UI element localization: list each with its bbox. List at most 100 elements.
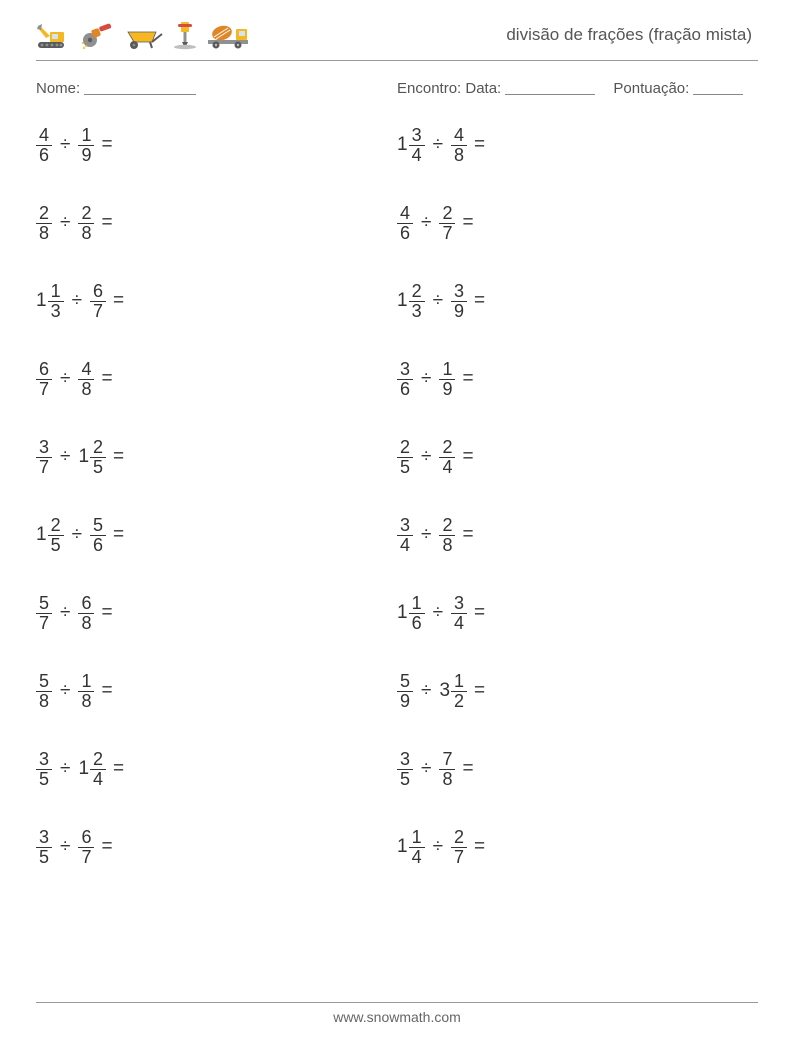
- fraction-numerator: 4: [397, 204, 413, 223]
- fraction-denominator: 4: [90, 770, 106, 789]
- fraction: 25: [90, 438, 106, 477]
- fraction-numerator: 1: [48, 282, 64, 301]
- date-label: Encontro: Data:: [397, 80, 501, 97]
- fraction: 27: [451, 828, 467, 867]
- equals-sign: =: [101, 134, 112, 156]
- fraction-numerator: 3: [397, 360, 413, 379]
- division-operator: ÷: [433, 290, 443, 312]
- fraction: 59: [397, 672, 413, 711]
- problem: 123÷39=: [397, 277, 758, 325]
- fraction: 34: [409, 126, 425, 165]
- fraction-numerator: 6: [90, 282, 106, 301]
- fraction-denominator: 9: [451, 302, 467, 321]
- division-operator: ÷: [60, 446, 70, 468]
- problem: 35÷78=: [397, 745, 758, 793]
- problem: 67÷48=: [36, 355, 397, 403]
- fraction-denominator: 8: [36, 692, 52, 711]
- problem: 36÷19=: [397, 355, 758, 403]
- fraction-numerator: 5: [36, 594, 52, 613]
- fraction-denominator: 6: [397, 224, 413, 243]
- worksheet-title: divisão de frações (fração mista): [506, 25, 758, 45]
- fraction: 37: [36, 438, 52, 477]
- fraction-numerator: 6: [78, 594, 94, 613]
- fraction-numerator: 3: [409, 126, 425, 145]
- fraction: 28: [439, 516, 455, 555]
- score-label: Pontuação:: [613, 80, 689, 97]
- fraction-numerator: 6: [36, 360, 52, 379]
- fraction-denominator: 6: [36, 146, 52, 165]
- meta-name: Nome:: [36, 79, 397, 97]
- mixed-whole: 1: [36, 524, 47, 546]
- date-blank: [505, 81, 595, 95]
- problem: 59÷312=: [397, 667, 758, 715]
- fraction-denominator: 5: [397, 770, 413, 789]
- division-operator: ÷: [433, 836, 443, 858]
- fraction-denominator: 7: [36, 458, 52, 477]
- fraction: 39: [451, 282, 467, 321]
- fraction-denominator: 7: [36, 614, 52, 633]
- fraction: 24: [439, 438, 455, 477]
- fraction-denominator: 7: [439, 224, 455, 243]
- mixed-whole: 1: [397, 290, 408, 312]
- fraction-denominator: 4: [409, 848, 425, 867]
- equals-sign: =: [113, 290, 124, 312]
- fraction: 19: [78, 126, 94, 165]
- fraction: 23: [409, 282, 425, 321]
- fraction: 27: [439, 204, 455, 243]
- fraction-denominator: 3: [48, 302, 64, 321]
- equals-sign: =: [101, 680, 112, 702]
- fraction-denominator: 2: [451, 692, 467, 711]
- fraction-numerator: 5: [36, 672, 52, 691]
- fraction: 35: [36, 828, 52, 867]
- division-operator: ÷: [72, 524, 82, 546]
- division-operator: ÷: [421, 368, 431, 390]
- fraction-denominator: 8: [78, 614, 94, 633]
- grinder-icon: [82, 20, 114, 50]
- equals-sign: =: [462, 758, 473, 780]
- fraction-denominator: 7: [78, 848, 94, 867]
- footer-site: www.snowmath.com: [0, 1009, 794, 1025]
- problem: 37÷125=: [36, 433, 397, 481]
- equals-sign: =: [474, 134, 485, 156]
- fraction: 19: [439, 360, 455, 399]
- problem: 57÷68=: [36, 589, 397, 637]
- fraction: 12: [451, 672, 467, 711]
- fraction-numerator: 3: [397, 750, 413, 769]
- fraction-denominator: 4: [439, 458, 455, 477]
- problem: 46÷19=: [36, 121, 397, 169]
- fraction-denominator: 5: [36, 770, 52, 789]
- fraction-numerator: 2: [439, 204, 455, 223]
- meta-score: Pontuação:: [613, 79, 743, 97]
- excavator-icon: [36, 20, 74, 50]
- equals-sign: =: [113, 758, 124, 780]
- mixed-whole: 3: [439, 680, 450, 702]
- fraction: 25: [48, 516, 64, 555]
- division-operator: ÷: [421, 212, 431, 234]
- fraction: 18: [78, 672, 94, 711]
- fraction: 78: [439, 750, 455, 789]
- division-operator: ÷: [433, 602, 443, 624]
- fraction-numerator: 3: [451, 282, 467, 301]
- mixed-whole: 1: [78, 446, 89, 468]
- fraction-denominator: 8: [36, 224, 52, 243]
- fraction: 48: [451, 126, 467, 165]
- equals-sign: =: [101, 212, 112, 234]
- fraction: 16: [409, 594, 425, 633]
- footer: www.snowmath.com: [0, 1002, 794, 1025]
- fraction-denominator: 9: [439, 380, 455, 399]
- fraction-denominator: 6: [397, 380, 413, 399]
- problem: 35÷67=: [36, 823, 397, 871]
- fraction-denominator: 6: [90, 536, 106, 555]
- equals-sign: =: [101, 602, 112, 624]
- fraction-numerator: 2: [48, 516, 64, 535]
- fraction-numerator: 2: [397, 438, 413, 457]
- problem: 35÷124=: [36, 745, 397, 793]
- mixed-whole: 1: [397, 602, 408, 624]
- mixed-whole: 1: [397, 836, 408, 858]
- fraction-numerator: 2: [451, 828, 467, 847]
- problem: 58÷18=: [36, 667, 397, 715]
- fraction: 28: [78, 204, 94, 243]
- fraction-denominator: 7: [451, 848, 467, 867]
- division-operator: ÷: [60, 368, 70, 390]
- fraction-numerator: 4: [36, 126, 52, 145]
